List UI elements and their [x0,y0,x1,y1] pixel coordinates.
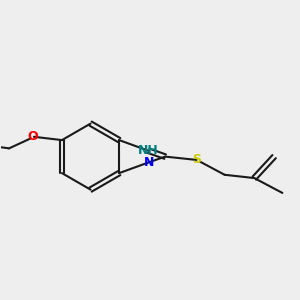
Text: S: S [192,153,201,167]
Text: O: O [27,130,38,143]
Text: N: N [143,156,154,169]
Text: NH: NH [138,144,159,158]
